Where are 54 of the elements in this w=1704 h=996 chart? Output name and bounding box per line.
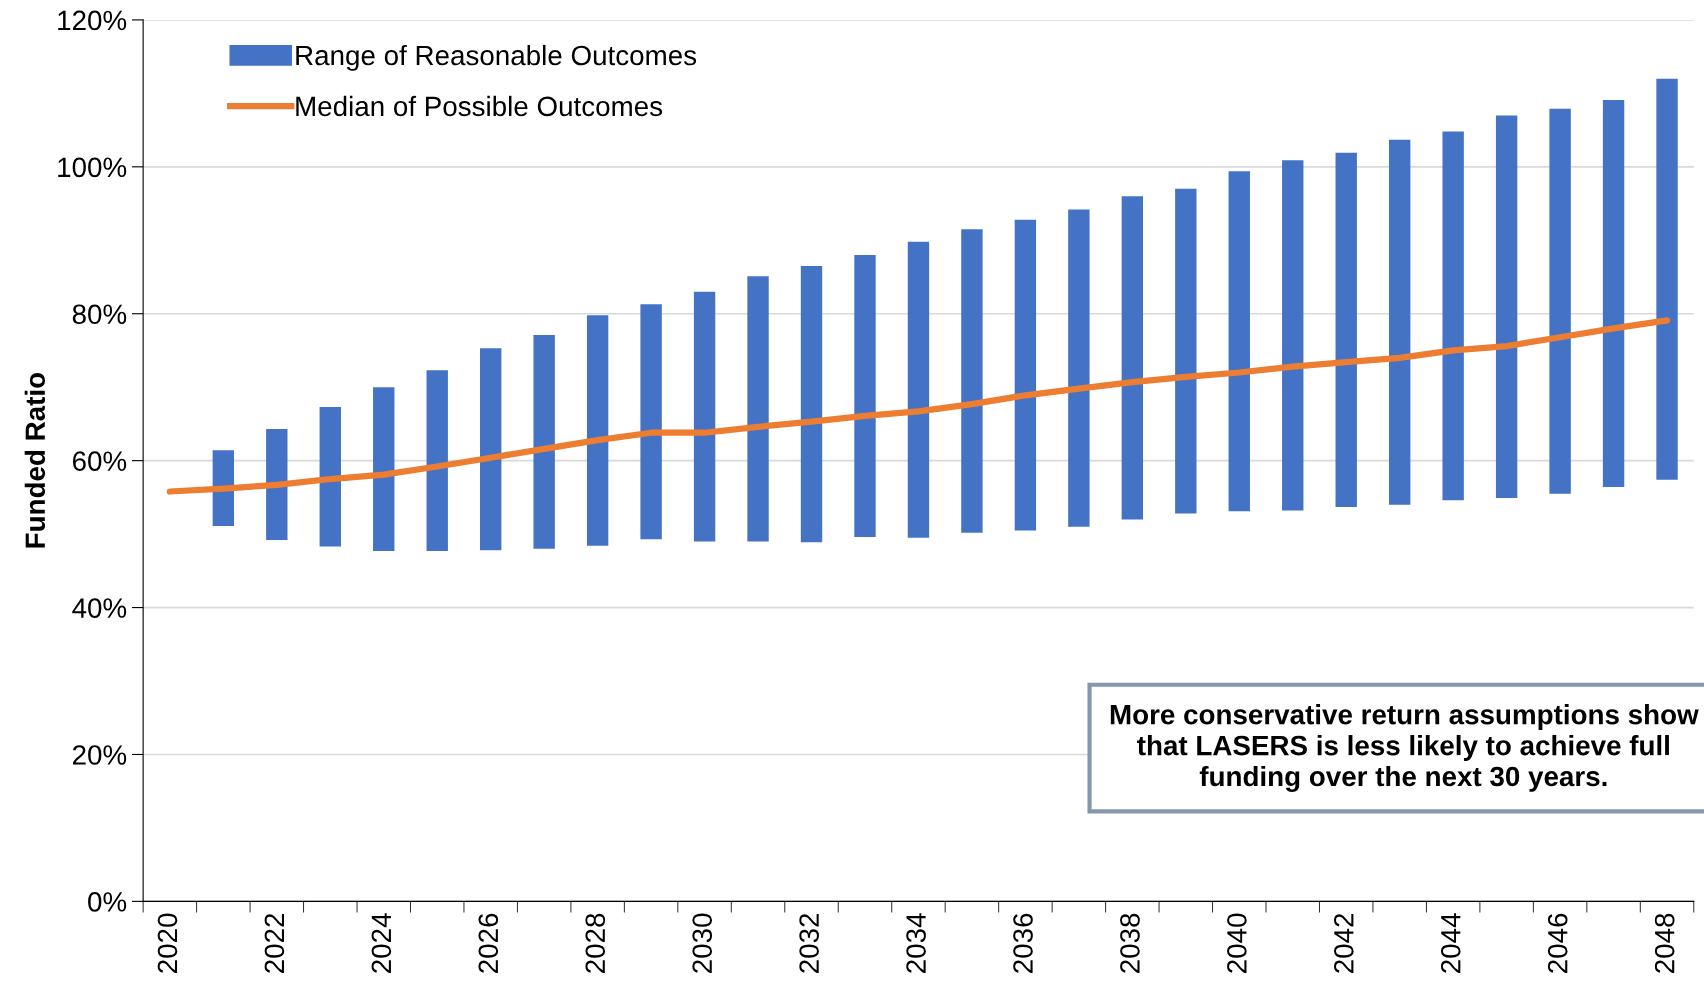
bar bbox=[212, 450, 235, 527]
bar bbox=[1495, 115, 1518, 499]
x-tick-label: 2042 bbox=[1334, 913, 1354, 973]
x-tick-label: 2028 bbox=[585, 913, 606, 973]
y-tick-label: 20% bbox=[72, 745, 127, 765]
bar bbox=[1549, 108, 1571, 494]
bar bbox=[854, 254, 876, 538]
bar bbox=[1121, 196, 1144, 520]
bar bbox=[319, 407, 341, 547]
bar bbox=[533, 335, 555, 549]
bar bbox=[747, 276, 769, 542]
x-tick-label: 2030 bbox=[692, 913, 713, 973]
bar bbox=[1175, 188, 1197, 514]
x-tick-label: 2046 bbox=[1547, 913, 1568, 973]
x-tick-label: 2022 bbox=[264, 913, 285, 973]
x-tick-label: 2040 bbox=[1227, 913, 1247, 973]
bar bbox=[640, 304, 662, 540]
bar bbox=[800, 265, 823, 543]
bar bbox=[961, 229, 983, 533]
bar bbox=[1068, 209, 1090, 527]
annotation: More conservative return assumptions show that LASERS is less likely to achieve full funding over the next 30 years. bbox=[1110, 704, 1699, 792]
x-tick-label: 2032 bbox=[799, 913, 819, 973]
x-tick-label: 2024 bbox=[371, 913, 392, 973]
bar bbox=[1656, 78, 1678, 480]
bar bbox=[586, 315, 609, 546]
bar bbox=[1335, 152, 1357, 507]
bar bbox=[907, 241, 930, 538]
bar bbox=[1014, 219, 1037, 531]
y-axis-title: Funded Ratio bbox=[24, 373, 46, 548]
y-tick-label: 0% bbox=[88, 892, 127, 912]
x-tick-label: 2026 bbox=[478, 913, 499, 973]
bar bbox=[1602, 99, 1625, 488]
bar bbox=[693, 291, 716, 542]
y-tick-label: 40% bbox=[72, 598, 127, 618]
y-tick-label: 60% bbox=[72, 451, 127, 471]
bar bbox=[480, 348, 502, 551]
bar bbox=[266, 429, 288, 540]
x-tick-label: 2044 bbox=[1440, 913, 1461, 973]
x-tick-label: 2034 bbox=[906, 913, 926, 973]
bar bbox=[1442, 131, 1464, 501]
x-tick-label: 2038 bbox=[1120, 913, 1140, 973]
legend-label: Median of Possible Outcomes bbox=[296, 95, 663, 117]
x-tick-label: 2036 bbox=[1013, 913, 1033, 973]
bar bbox=[1389, 139, 1411, 505]
x-tick-label: 2048 bbox=[1654, 913, 1675, 973]
bar bbox=[426, 370, 448, 551]
bar bbox=[373, 387, 395, 551]
x-tick-label: 2020 bbox=[157, 913, 178, 973]
y-tick-label: 100% bbox=[58, 157, 127, 178]
y-tick-label: 120% bbox=[58, 10, 127, 31]
legend-label: Range of Reasonable Outcomes bbox=[296, 44, 697, 71]
bar bbox=[1282, 160, 1304, 511]
bar bbox=[1228, 171, 1250, 512]
y-tick-label: 80% bbox=[72, 304, 127, 325]
